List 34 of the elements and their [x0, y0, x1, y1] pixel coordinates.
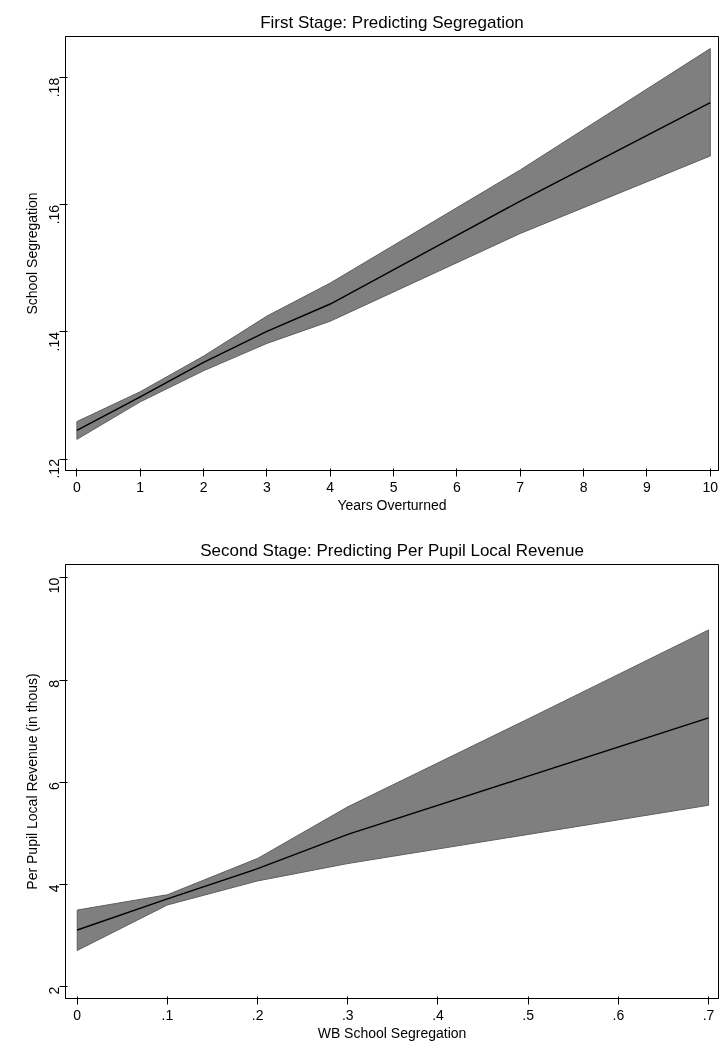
y-tick-label: .12	[46, 458, 63, 479]
x-tick-label: .3	[341, 1006, 354, 1023]
x-axis-title: WB School Segregation	[317, 1024, 467, 1041]
x-tick-label: 1	[136, 478, 145, 495]
x-tick-label: 9	[643, 478, 652, 495]
y-tick-label: .18	[46, 77, 63, 98]
y-tick-label: 4	[46, 884, 63, 893]
y-tick-label: 10	[46, 577, 63, 594]
y-tick-label: .14	[46, 331, 63, 352]
x-tick-label: .6	[612, 1006, 625, 1023]
chart-title: Second Stage: Predicting Per Pupil Local Revenue	[200, 540, 584, 560]
y-axis-title: Per Pupil Local Revenue (in thous)	[23, 673, 40, 890]
y-tick-label: 6	[46, 782, 63, 791]
y-tick-label: .16	[46, 204, 63, 225]
x-tick-label: 6	[453, 478, 462, 495]
x-tick-label: 7	[516, 478, 525, 495]
x-tick-label: .7	[702, 1006, 715, 1023]
x-tick-label: 0	[73, 478, 82, 495]
y-tick-label: 8	[46, 679, 63, 688]
x-tick-label: .2	[251, 1006, 264, 1023]
x-tick-label: 3	[263, 478, 272, 495]
x-axis-title: Years Overturned	[337, 496, 447, 513]
x-tick-label: 4	[326, 478, 335, 495]
x-tick-label: 8	[579, 478, 588, 495]
x-tick-label: 5	[389, 478, 398, 495]
x-tick-label: 10	[702, 478, 719, 495]
x-tick-label: 2	[199, 478, 208, 495]
y-tick-label: 2	[46, 986, 63, 995]
x-tick-label: 0	[73, 1006, 82, 1023]
chart-title: First Stage: Predicting Segregation	[260, 12, 524, 32]
x-tick-label: .1	[161, 1006, 174, 1023]
x-tick-label: .4	[432, 1006, 445, 1023]
x-tick-label: .5	[522, 1006, 535, 1023]
y-axis-title: School Segregation	[23, 192, 40, 315]
